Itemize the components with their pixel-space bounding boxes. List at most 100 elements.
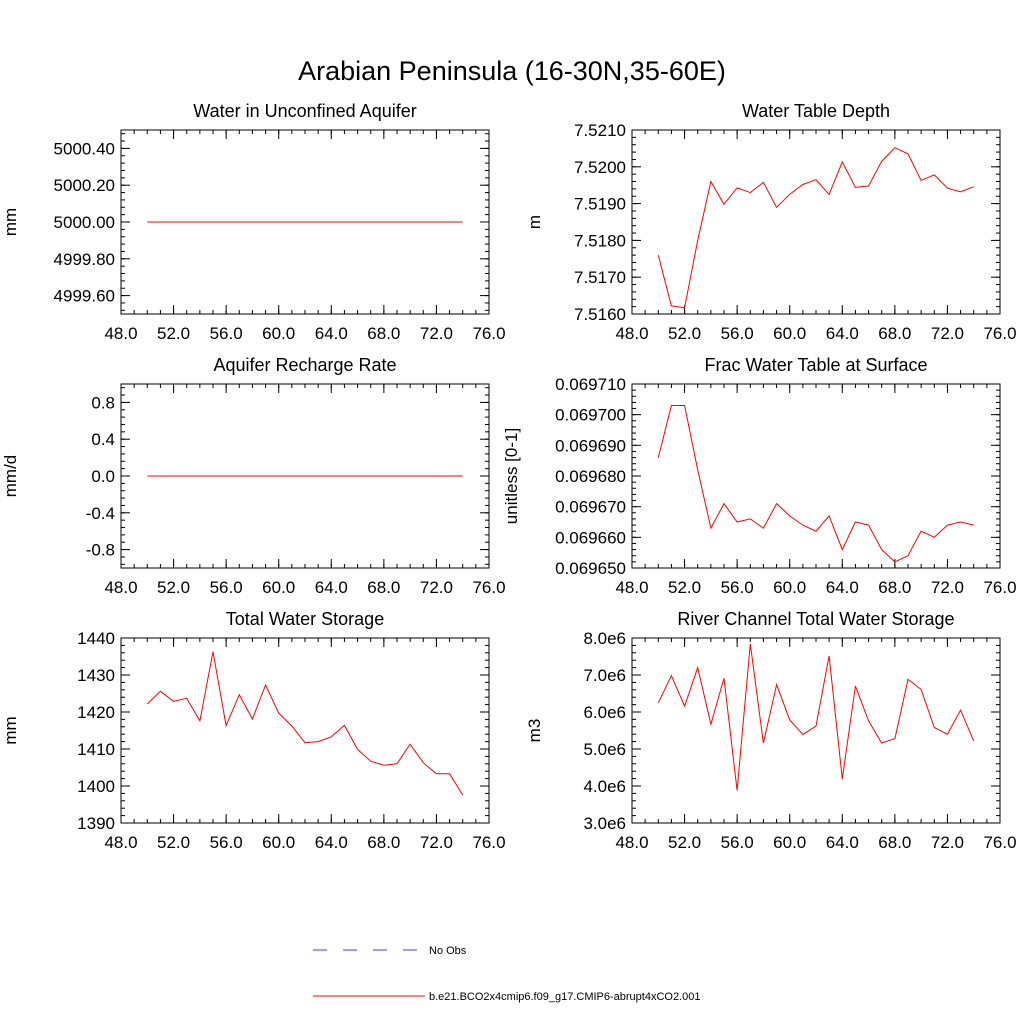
x-tick-label: 52.0: [157, 578, 190, 597]
x-tick-label: 60.0: [262, 833, 295, 852]
x-tick-label: 48.0: [615, 578, 648, 597]
y-tick-label: 3.0e6: [583, 814, 626, 833]
x-tick-label: 52.0: [668, 833, 701, 852]
series-line-1: [146, 651, 464, 796]
y-tick-label: 7.5210: [574, 121, 626, 140]
panels-group: Water in Unconfined Aquifer mm 48.0 52.0 56.…: [1, 101, 1017, 852]
plot-frame: [631, 637, 1001, 824]
y-tick-label: -0.8: [86, 541, 115, 560]
x-tick-label: 48.0: [615, 324, 648, 343]
x-tick-label: 76.0: [983, 833, 1016, 852]
series-line-1: [657, 405, 974, 563]
chart-panel-4: Frac Water Table at Surface unitless [0-1…: [502, 355, 1017, 597]
chart-panel-5: Total Water Storage mm 48.0 52.0 56.0 60.0 64.…: [1, 609, 506, 852]
x-tick-label: 68.0: [367, 324, 400, 343]
y-tick-label: 4999.60: [54, 287, 115, 306]
x-tick-label: 76.0: [472, 578, 505, 597]
chart-panel-2: Water Table Depth m 48.0 52.0 56.0 60.0 64.0 68…: [525, 101, 1017, 343]
y-tick-label: 0.0: [91, 467, 115, 486]
x-tick-label: 72.0: [420, 324, 453, 343]
y-tick-label: 0.069660: [555, 528, 626, 547]
x-tick-label: 56.0: [210, 324, 243, 343]
x-tick-label: 52.0: [668, 578, 701, 597]
x-tick-label: 48.0: [104, 324, 137, 343]
y-axis-label: unitless [0-1]: [502, 428, 521, 524]
legend-label-no-obs: No Obs: [429, 945, 467, 957]
y-tick-label: 5000.00: [54, 213, 115, 232]
x-tick-label: 48.0: [615, 833, 648, 852]
x-tick-label: 60.0: [262, 324, 295, 343]
panel-title: Total Water Storage: [226, 609, 384, 629]
chart-panel-3: Aquifer Recharge Rate mm/d 48.0 52.0 56.0 60.…: [1, 355, 506, 597]
y-tick-label: 4.0e6: [583, 777, 626, 796]
y-tick-label: 0.069690: [555, 436, 626, 455]
x-tick-label: 52.0: [157, 324, 190, 343]
y-tick-label: -0.4: [86, 504, 115, 523]
x-tick-label: 72.0: [420, 578, 453, 597]
x-tick-label: 52.0: [157, 833, 190, 852]
x-tick-label: 60.0: [773, 324, 806, 343]
y-tick-label: 1390: [77, 814, 115, 833]
chart-panel-6: River Channel Total Water Storage m3 48.0 5…: [525, 609, 1017, 852]
y-tick-label: 8.0e6: [583, 629, 626, 648]
x-tick-label: 56.0: [721, 833, 754, 852]
y-tick-label: 0.069670: [555, 498, 626, 517]
y-tick-label: 7.5190: [574, 195, 626, 214]
plot-frame: [120, 637, 490, 824]
x-tick-label: 64.0: [826, 324, 859, 343]
panel-title: Water in Unconfined Aquifer: [193, 101, 416, 121]
x-tick-label: 56.0: [210, 578, 243, 597]
y-tick-label: 0.069710: [555, 375, 626, 394]
y-tick-label: 0.8: [91, 393, 115, 412]
figure-title: Arabian Peninsula (16-30N,35-60E): [298, 56, 726, 86]
x-tick-label: 72.0: [931, 833, 964, 852]
y-axis-label: m: [525, 215, 544, 229]
legend-label-model-run: b.e21.BCO2x4cmip6.f09_g17.CMIP6-abrupt4x…: [429, 991, 701, 1003]
x-tick-label: 68.0: [878, 324, 911, 343]
y-tick-label: 7.5160: [574, 305, 626, 324]
panel-title: River Channel Total Water Storage: [677, 609, 954, 629]
y-tick-label: 7.0e6: [583, 666, 626, 685]
series-line-1: [657, 147, 974, 309]
y-tick-label: 1430: [77, 666, 115, 685]
y-tick-label: 5.0e6: [583, 740, 626, 759]
y-tick-label: 1420: [77, 703, 115, 722]
x-tick-label: 64.0: [826, 833, 859, 852]
x-tick-label: 60.0: [262, 578, 295, 597]
y-tick-label: 0.069680: [555, 467, 626, 486]
plot-frame: [631, 129, 1001, 315]
y-tick-label: 1400: [77, 777, 115, 796]
x-tick-label: 76.0: [983, 324, 1016, 343]
y-tick-label: 0.069700: [555, 406, 626, 425]
x-tick-label: 48.0: [104, 833, 137, 852]
x-tick-label: 72.0: [931, 324, 964, 343]
panel-title: Frac Water Table at Surface: [704, 355, 927, 375]
x-tick-label: 68.0: [367, 833, 400, 852]
x-tick-label: 76.0: [983, 578, 1016, 597]
y-axis-label: mm/d: [1, 455, 20, 498]
legend: No Obs b.e21.BCO2x4cmip6.f09_g17.CMIP6-a…: [313, 945, 701, 1003]
panel-title: Aquifer Recharge Rate: [213, 355, 396, 375]
y-tick-label: 1440: [77, 629, 115, 648]
x-tick-label: 68.0: [878, 578, 911, 597]
y-tick-label: 1410: [77, 740, 115, 759]
x-tick-label: 76.0: [472, 324, 505, 343]
y-tick-label: 7.5200: [574, 158, 626, 177]
x-tick-label: 56.0: [721, 578, 754, 597]
y-tick-label: 6.0e6: [583, 703, 626, 722]
x-tick-label: 64.0: [315, 324, 348, 343]
x-tick-label: 56.0: [721, 324, 754, 343]
y-axis-label: mm: [1, 208, 20, 236]
x-tick-label: 64.0: [315, 833, 348, 852]
x-tick-label: 60.0: [773, 578, 806, 597]
y-tick-label: 7.5180: [574, 231, 626, 250]
y-axis-label: m3: [525, 719, 544, 743]
x-tick-label: 48.0: [104, 578, 137, 597]
x-tick-label: 56.0: [210, 833, 243, 852]
y-tick-label: 5000.40: [54, 139, 115, 158]
panel-title: Water Table Depth: [742, 101, 890, 121]
y-tick-label: 0.069650: [555, 559, 626, 578]
y-tick-label: 5000.20: [54, 176, 115, 195]
x-tick-label: 52.0: [668, 324, 701, 343]
plot-frame: [631, 383, 1001, 569]
